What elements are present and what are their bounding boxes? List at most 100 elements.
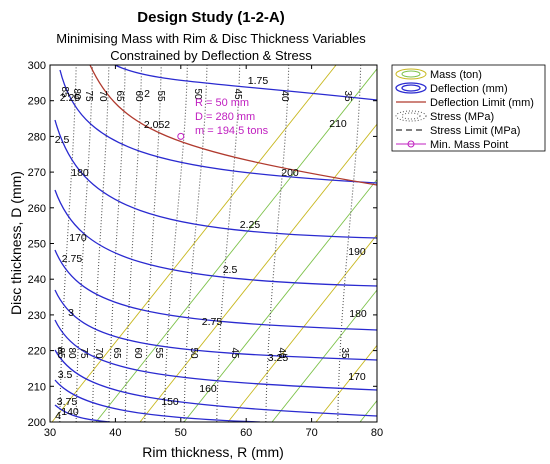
y-tick-label: 270: [28, 167, 46, 179]
legend: Mass (ton) Deflection (mm) Deflection Li…: [391, 64, 546, 152]
deflection-contour-line: [114, 65, 377, 101]
deflection-label: 2.5: [55, 134, 70, 146]
stress-label: 35: [339, 347, 350, 359]
annotation-d: D = 280 mm: [195, 111, 255, 123]
mass-label: 180: [71, 167, 89, 179]
deflection-label: 2.25: [60, 92, 81, 104]
deflection-contour-line: [54, 379, 261, 422]
legend-deflection-label: Deflection (mm): [430, 83, 508, 95]
stress-label: 60: [133, 90, 144, 102]
y-tick-label: 210: [28, 381, 46, 393]
stress-label: 50: [192, 88, 203, 100]
mass-contour-line: [95, 68, 377, 422]
legend-min-mass-label: Min. Mass Point: [430, 139, 508, 151]
mass-contour-line: [183, 178, 377, 422]
stress-label: 75: [78, 347, 89, 359]
deflection-contour-line: [59, 69, 377, 184]
stress-label: 45: [232, 88, 243, 100]
stress-label: 35: [342, 90, 353, 102]
y-axis-label: Disc thickness, D (mm): [8, 171, 24, 315]
mass-contour-line: [51, 65, 337, 422]
stress-contour-line: [108, 65, 126, 422]
deflection-label: 2.75: [62, 253, 83, 265]
min-mass-point: [177, 132, 185, 140]
stress-label: 70: [93, 347, 104, 359]
stress-label: 80: [71, 88, 82, 100]
deflection-label: 2.052: [144, 119, 170, 131]
y-tick-label: 280: [28, 131, 46, 143]
legend-deflection-icon: [395, 82, 427, 94]
stress-label: 40: [279, 90, 290, 102]
stress-label: 65: [114, 90, 125, 102]
x-tick-label: 40: [109, 427, 121, 439]
deflection-contour-line: [54, 319, 377, 391]
annotation-m: m = 194.5 tons: [195, 125, 269, 137]
deflection-contour-line: [54, 404, 111, 422]
stress-contour-line: [265, 65, 290, 422]
deflection-contour-line: [54, 249, 377, 331]
x-tick-label: 70: [305, 427, 317, 439]
mass-label: 150: [161, 396, 179, 408]
stress-contour-line: [144, 65, 162, 422]
stress-contour-line: [337, 65, 362, 422]
stress-contour-line: [163, 65, 188, 422]
mass-label: 190: [348, 246, 366, 258]
stress-label: 80: [66, 347, 77, 359]
x-tick-label: 30: [44, 427, 56, 439]
deflection-label: 4: [55, 410, 61, 422]
y-tick-label: 290: [28, 96, 46, 108]
x-tick-label: 60: [240, 427, 252, 439]
stress-label: 55: [153, 347, 164, 359]
y-tick-label: 200: [28, 417, 46, 429]
legend-min-mass-icon: [396, 140, 426, 148]
mass-contour-line: [139, 123, 377, 422]
mass-label: 170: [69, 232, 87, 244]
deflection-contour-line: [54, 349, 377, 417]
y-tick-label: 220: [28, 346, 46, 358]
x-tick-label: 50: [175, 427, 187, 439]
mass-label: 160: [199, 383, 217, 395]
deflection-label: 3.5: [58, 369, 73, 381]
chart-subtitle-1: Minimising Mass with Rim & Disc Thicknes…: [56, 31, 366, 46]
stress-contour-line: [91, 65, 110, 422]
y-tick-label: 240: [28, 274, 46, 286]
legend-mass-icon: [395, 68, 427, 80]
y-tick-label: 250: [28, 239, 46, 251]
legend-stress-icon: [395, 110, 427, 122]
legend-box: [391, 64, 546, 152]
stress-label: 60: [132, 347, 143, 359]
stress-label: 65: [111, 347, 122, 359]
stress-label: 85: [59, 86, 70, 98]
mass-contour-line: [227, 234, 377, 422]
stress-label: 85: [55, 347, 66, 359]
deflection-label: 2.75: [202, 316, 223, 328]
mass-label: 170: [348, 371, 366, 383]
mass-label: 200: [281, 167, 299, 179]
x-axis-label: Rim thickness, R (mm): [142, 444, 284, 460]
mass-label: 180: [349, 308, 367, 320]
deflection-label: 2: [144, 88, 150, 100]
mass-label: 210: [329, 118, 347, 130]
deflection-contour-line: [54, 289, 377, 361]
chart-subtitle-2: Constrained by Deflection & Stress: [110, 48, 312, 63]
legend-stress-limit-label: Stress Limit (MPa): [430, 125, 520, 137]
legend-mass-label: Mass (ton): [430, 69, 482, 81]
x-tick-label: 80: [371, 427, 383, 439]
plot-area: [50, 65, 377, 422]
stress-label: 55: [155, 90, 166, 102]
deflection-label: 2.5: [223, 264, 238, 276]
mass-label: 140: [61, 406, 79, 418]
y-tick-label: 300: [28, 60, 46, 72]
deflection-limit-line: [89, 65, 377, 186]
stress-contour-line: [216, 65, 241, 422]
deflection-label: 2.25: [240, 219, 261, 231]
deflection-contour-line: [54, 189, 377, 287]
stress-contour-line: [75, 65, 94, 422]
stress-label: 75: [83, 90, 94, 102]
stress-contour-line: [183, 65, 208, 422]
stress-label: 40: [276, 347, 287, 359]
stress-contour-line: [59, 65, 77, 422]
deflection-label: 1.75: [248, 75, 269, 87]
deflection-label: 3: [57, 345, 63, 357]
